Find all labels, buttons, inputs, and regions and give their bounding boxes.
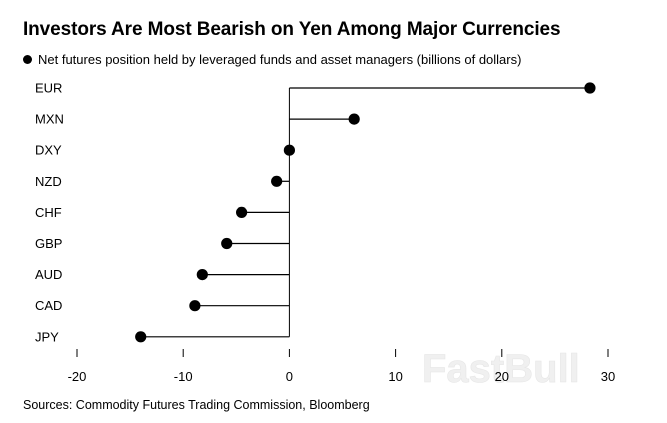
- watermark: FastBull: [422, 347, 580, 391]
- x-tick-label: -20: [68, 369, 87, 384]
- legend-label: Net futures position held by leveraged f…: [38, 52, 522, 67]
- x-tick-label: -10: [174, 369, 193, 384]
- x-tick-label: 10: [388, 369, 402, 384]
- data-point: [271, 175, 283, 187]
- chart-title: Investors Are Most Bearish on Yen Among …: [23, 19, 561, 40]
- data-point: [221, 237, 233, 250]
- chart-marks: EUR MXN DXY NZD CHF GBP AUD CAD JPY -20 -10 0 10 20 30: [35, 81, 615, 385]
- category-label: JPY: [35, 329, 59, 344]
- category-label: NZD: [35, 174, 62, 189]
- category-label: CAD: [35, 298, 62, 313]
- x-tick-label: 30: [601, 369, 615, 384]
- category-label: EUR: [35, 81, 62, 96]
- data-point: [236, 206, 248, 218]
- data-point: [283, 144, 295, 156]
- data-point: [584, 82, 596, 94]
- x-tick-label: 20: [495, 369, 509, 384]
- x-tick-label: 0: [286, 369, 293, 384]
- data-point: [196, 269, 208, 281]
- data-point: [348, 113, 360, 125]
- category-label: DXY: [35, 143, 62, 158]
- category-label: CHF: [35, 205, 62, 220]
- source-note: Sources: Commodity Futures Trading Commi…: [23, 398, 370, 412]
- category-label: GBP: [35, 236, 62, 251]
- data-point: [189, 300, 201, 312]
- category-label: MXN: [35, 112, 64, 127]
- data-point: [135, 331, 147, 343]
- legend-dot-icon: [23, 55, 32, 64]
- category-label: AUD: [35, 267, 62, 282]
- chart-legend: Net futures position held by leveraged f…: [23, 52, 521, 67]
